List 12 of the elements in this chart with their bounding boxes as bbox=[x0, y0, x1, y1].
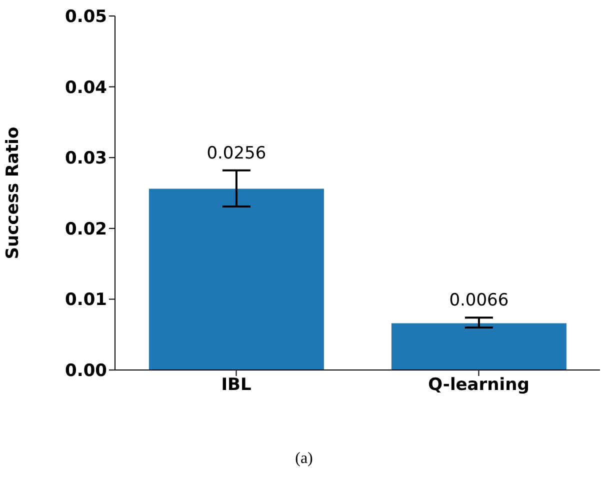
y-tick-label: 0.03 bbox=[65, 148, 107, 169]
y-tick-label: 0.04 bbox=[65, 78, 108, 98]
text: (a) bbox=[294, 450, 314, 468]
y-tick-label: 0.02 bbox=[65, 219, 107, 240]
y-tick-label: 0.00 bbox=[65, 361, 108, 382]
y-axis-title: Success Ratio bbox=[3, 126, 24, 260]
x-tick-label: IBL bbox=[221, 375, 252, 396]
data-label: 0.0256 bbox=[206, 143, 266, 164]
y-tick-label: 0.01 bbox=[65, 290, 107, 310]
data-label: 0.0066 bbox=[449, 290, 509, 311]
y-tick-label: 0.05 bbox=[65, 7, 107, 28]
x-tick-label: Q-learning bbox=[428, 375, 530, 396]
